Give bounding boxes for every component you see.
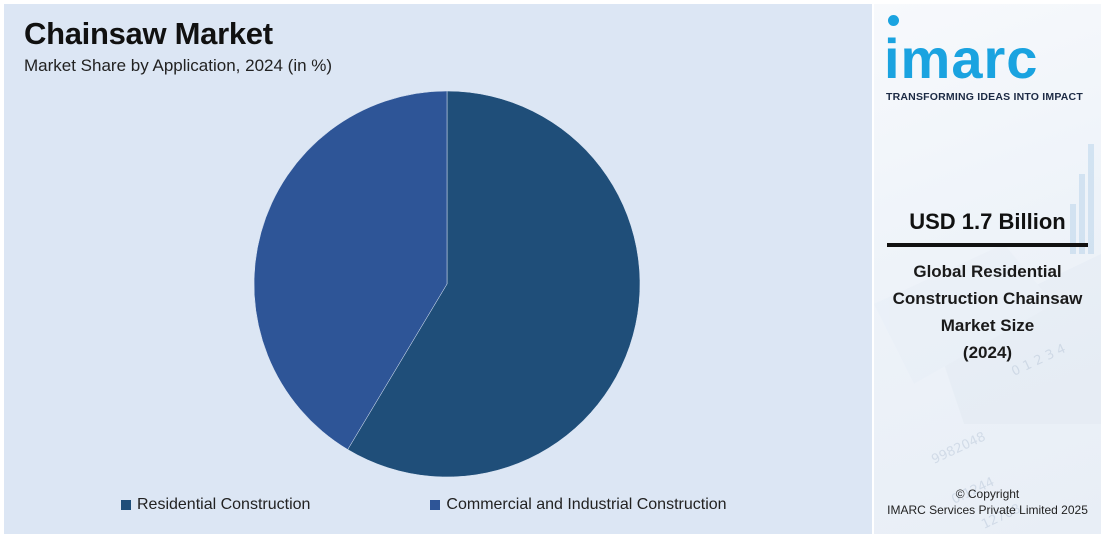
legend-label-residential: Residential Construction (137, 496, 311, 513)
logo-wordmark: imarc (884, 27, 1039, 90)
background-decoration: 0 1 2 3 4 9982048 0.1244 12768 (874, 144, 1101, 533)
imarc-logo: imarc TRANSFORMING IDEAS INTO IMPACT (874, 4, 1101, 114)
logo-dot-icon (888, 15, 899, 26)
market-size-label-line: Market Size (940, 316, 1035, 335)
info-panel: 0 1 2 3 4 9982048 0.1244 12768 imarc TRA… (874, 4, 1101, 534)
chart-title: Chainsaw Market (24, 16, 273, 51)
copyright-line: © Copyright (955, 487, 1020, 501)
market-size-value: USD 1.7 Billion (909, 209, 1066, 234)
copyright-notice: © Copyright IMARC Services Private Limit… (874, 486, 1101, 518)
pie-chart (253, 90, 641, 478)
market-size-label-line: Construction Chainsaw (892, 289, 1083, 308)
legend-swatch-residential (121, 500, 131, 510)
market-size-label: Global Residential Construction Chainsaw… (874, 258, 1101, 366)
chart-legend: Residential Construction Commercial and … (121, 496, 727, 514)
market-size-label-line: Global Residential (913, 262, 1062, 281)
legend-item-commercial: Commercial and Industrial Construction (430, 496, 727, 514)
legend-label-commercial: Commercial and Industrial Construction (446, 496, 727, 513)
divider (887, 243, 1088, 247)
legend-item-residential: Residential Construction (121, 496, 310, 514)
svg-text:9982048: 9982048 (929, 430, 988, 468)
pie-slice-0 (347, 90, 641, 478)
chart-panel: Chainsaw Market Market Share by Applicat… (4, 4, 872, 534)
copyright-line: IMARC Services Private Limited 2025 (887, 503, 1088, 517)
market-size-label-line: (2024) (962, 343, 1013, 362)
logo-tagline: TRANSFORMING IDEAS INTO IMPACT (886, 91, 1083, 103)
pie-slice-1 (253, 90, 448, 450)
chart-subtitle: Market Share by Application, 2024 (in %) (24, 56, 333, 75)
legend-swatch-commercial (430, 500, 441, 510)
